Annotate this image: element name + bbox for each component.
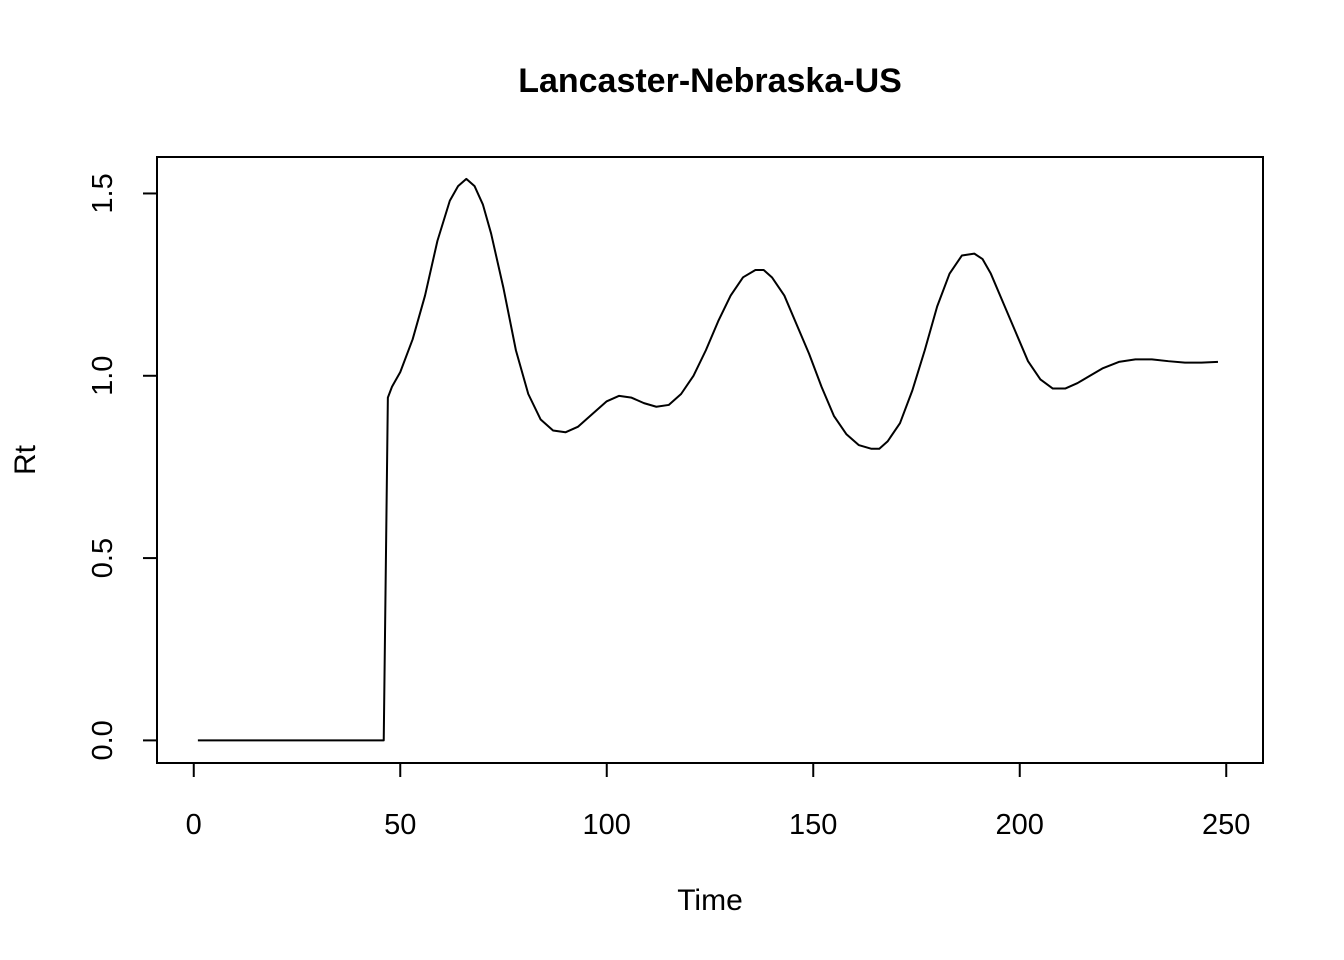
chart-title: Lancaster-Nebraska-US	[518, 62, 902, 100]
x-tick-label: 150	[789, 809, 837, 841]
x-axis-label: Time	[677, 884, 743, 917]
y-axis-label: Rt	[9, 444, 42, 475]
rt-series-line	[197, 177, 1219, 742]
x-tick-label: 100	[583, 809, 631, 841]
y-tick-label: 1.0	[87, 356, 119, 396]
y-tick-label: 0.0	[87, 720, 119, 760]
x-axis: 0 50 100 150 200 250	[186, 762, 1250, 841]
y-tick-label: 1.5	[87, 173, 119, 213]
x-tick-label: 50	[384, 809, 416, 841]
x-tick-label: 200	[996, 809, 1044, 841]
y-tick-label: 0.5	[87, 538, 119, 578]
plot-frame	[156, 156, 1264, 764]
x-tick-label: 250	[1202, 809, 1250, 841]
x-tick-label: 0	[186, 809, 202, 841]
y-axis: 0.0 0.5 1.0 1.5	[87, 173, 158, 761]
